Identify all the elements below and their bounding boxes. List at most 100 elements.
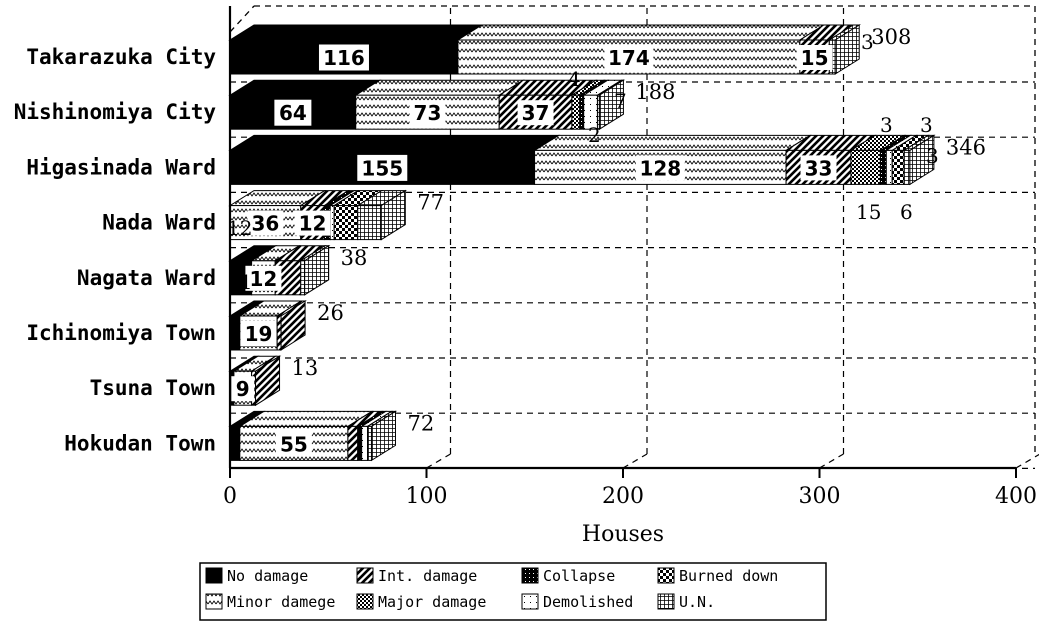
bar-segment-int-damage bbox=[276, 315, 282, 351]
legend-label-u-n: U.N. bbox=[679, 593, 715, 611]
bar-label-bg bbox=[231, 376, 255, 402]
category-label-nada-ward: Nada Ward bbox=[102, 211, 216, 235]
legend-swatch-demolished bbox=[521, 593, 539, 610]
bar-segment-demolished bbox=[361, 425, 369, 461]
bar-label-nishinomiya-city-int-damage: 37 bbox=[522, 101, 550, 125]
legend-label-int-damage: Int. damage bbox=[378, 567, 477, 585]
annotation-nishinomiya-major: 4 bbox=[568, 67, 581, 91]
gridline-depth bbox=[1015, 453, 1039, 469]
total-label-nishinomiya-city: 188 bbox=[635, 80, 675, 104]
x-tick-label-300: 300 bbox=[799, 484, 841, 509]
legend-swatch-no-damage bbox=[205, 567, 223, 584]
annotation-nishinomiya-collapse: 2 bbox=[588, 123, 601, 147]
x-tick-label-200: 200 bbox=[602, 484, 644, 509]
category-label-nishinomiya-city: Nishinomiya City bbox=[14, 100, 217, 124]
bar-top-no-damage bbox=[228, 79, 382, 96]
plot-frame bbox=[229, 5, 1036, 454]
annotation-higasinada-major: 15 bbox=[856, 200, 881, 224]
bar-side-ichinomiya-town bbox=[280, 300, 306, 351]
bar-side-nagata-ward bbox=[304, 244, 330, 296]
category-label-ichinomiya-town: Ichinomiya Town bbox=[26, 321, 216, 345]
legend-label-collapse: Collapse bbox=[543, 567, 615, 585]
category-label-hokudan-town: Hokudan Town bbox=[64, 431, 216, 455]
annotation-higasinada-c: 3 bbox=[926, 144, 939, 168]
legend-swatch-minor-damege bbox=[205, 593, 223, 610]
bar-side-nada-ward bbox=[380, 189, 406, 241]
gridline-depth bbox=[622, 453, 648, 469]
category-labels: Takarazuka City Nishinomiya City Higasinad… bbox=[14, 45, 217, 455]
bar-top-no-damage bbox=[228, 24, 484, 41]
bar-top-minor-damege bbox=[354, 79, 525, 96]
category-label-nagata-ward: Nagata Ward bbox=[77, 266, 216, 290]
total-label-nagata-ward: 38 bbox=[341, 246, 368, 270]
bar-label-tsuna-town-minor-damege: 9 bbox=[236, 377, 250, 401]
bar-segment-no-damage bbox=[229, 425, 241, 461]
bar-label-takarazuka-city-no-damage: 116 bbox=[323, 46, 365, 70]
bar-label-hokudan-town-minor-damege: 55 bbox=[280, 432, 308, 456]
category-label-takarazuka-city: Takarazuka City bbox=[26, 45, 216, 69]
legend-swatch-int-damage bbox=[356, 567, 374, 584]
bar-segment-collapse bbox=[879, 149, 887, 185]
bar-label-bg bbox=[247, 210, 284, 236]
bar-segment-collapse bbox=[357, 425, 363, 461]
bar-label-bg bbox=[245, 265, 282, 291]
legend-swatch-burned-down bbox=[657, 567, 675, 584]
bar-segment-burned-down bbox=[891, 149, 905, 185]
bar-label-bg bbox=[357, 154, 408, 181]
gridline-depth bbox=[819, 453, 844, 469]
legend-label-burned-down: Burned down bbox=[679, 567, 778, 585]
bar-label-bg bbox=[240, 321, 277, 346]
legend: No damage Int. damage Collapse Burned down M… bbox=[199, 562, 827, 621]
gridline-depth bbox=[426, 453, 451, 469]
annotation-higasinada-a: 3 bbox=[880, 113, 893, 137]
bar-label-bg bbox=[800, 155, 837, 181]
annotation-nagata-nodamage: 11 bbox=[227, 270, 252, 294]
legend-items: No damage Int. damage Collapse Burned down M… bbox=[205, 567, 778, 611]
x-tick-label-100: 100 bbox=[406, 484, 448, 509]
bar-label-bg bbox=[274, 99, 312, 126]
bar-label-nishinomiya-city-no-damage: 64 bbox=[279, 101, 307, 125]
bar-segment-u-n bbox=[300, 260, 306, 296]
bar-segment-burned-down bbox=[333, 205, 359, 241]
annotation-takarazuka-un: 3 bbox=[861, 30, 874, 54]
bar-segment-major-damage bbox=[571, 94, 581, 130]
legend-label-demolished: Demolished bbox=[543, 593, 633, 611]
bar-top-minor-damege bbox=[456, 24, 826, 41]
bar-label-nada-ward-int-damage: 12 bbox=[299, 212, 327, 236]
bar-segment-u-n bbox=[903, 149, 911, 185]
bar-side-higasinada-ward bbox=[909, 134, 935, 186]
bar-segment-major-damage bbox=[850, 149, 881, 185]
total-label-takarazuka-city: 308 bbox=[871, 25, 911, 49]
bar-label-bg bbox=[275, 431, 312, 457]
bar-top-no-damage bbox=[228, 134, 561, 151]
annotation-nada-nodamage: 12 bbox=[227, 216, 252, 240]
legend-swatch-collapse bbox=[521, 567, 539, 584]
annotation-higasinada-b: 3 bbox=[920, 113, 933, 137]
annotation-higasinada-burned: 6 bbox=[900, 200, 913, 224]
annotation-nishinomiya-demolished: 7 bbox=[614, 89, 627, 113]
bar-label-nishinomiya-city-minor-damege: 73 bbox=[414, 101, 442, 125]
legend-swatch-u-n bbox=[657, 593, 675, 610]
bar-hokudan-town bbox=[228, 410, 398, 462]
bar-label-bg bbox=[318, 44, 369, 71]
x-tick-label-400: 400 bbox=[995, 484, 1037, 509]
x-tick-label-0: 0 bbox=[223, 484, 237, 509]
bar-label-bg bbox=[635, 155, 685, 181]
bar-side-hokudan-town bbox=[370, 410, 396, 462]
bar-segment-u-n bbox=[357, 205, 382, 241]
bar-label-nagata-ward-minor-damege: 12 bbox=[249, 267, 277, 291]
total-label-higasinada-ward: 346 bbox=[946, 135, 986, 159]
bar-label-bg bbox=[517, 100, 554, 126]
total-label-tsuna-town: 13 bbox=[292, 356, 319, 380]
legend-label-no-damage: No damage bbox=[227, 567, 308, 585]
legend-box bbox=[199, 562, 827, 621]
annotations: 3 4 7 2 3 3 3 15 6 12 11 bbox=[227, 30, 939, 294]
bar-label-higasinada-ward-no-damage: 155 bbox=[361, 156, 403, 180]
bar-top-minor-damege bbox=[532, 134, 812, 151]
bar-label-bg bbox=[604, 45, 654, 70]
bar-side-nishinomiya-city bbox=[598, 79, 624, 131]
bar-label-bg bbox=[796, 45, 833, 70]
category-label-higasinada-ward: Higasinada Ward bbox=[26, 155, 216, 179]
